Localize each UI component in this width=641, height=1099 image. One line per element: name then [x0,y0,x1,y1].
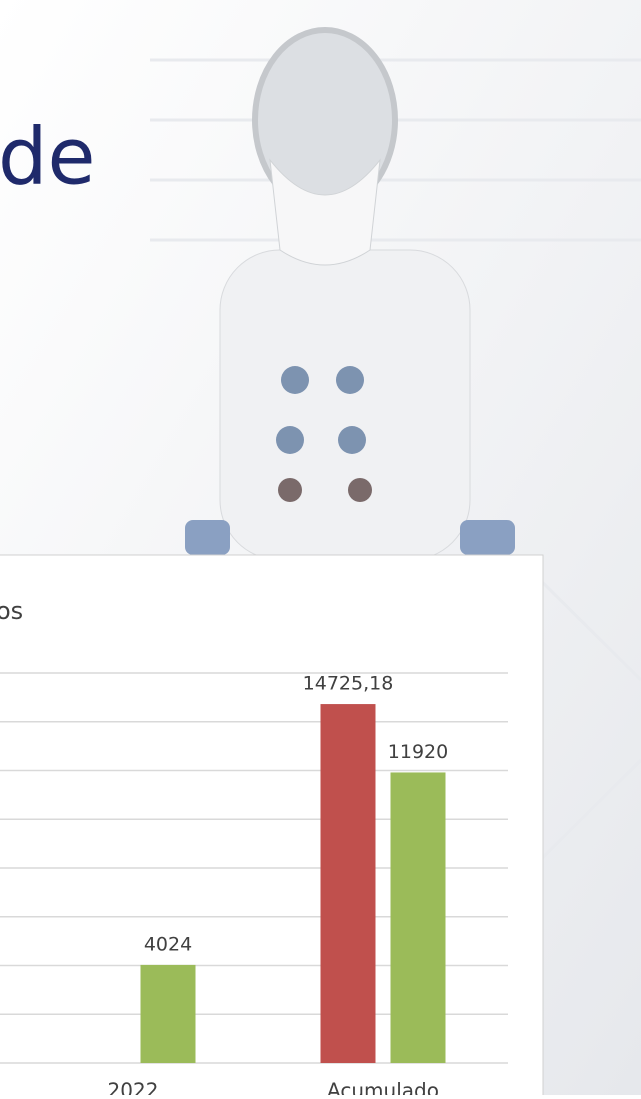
bar [141,965,196,1063]
x-tick-label: Acumulado [327,1079,439,1096]
chart-title: os [0,597,23,625]
data-label: 4024 [144,933,192,955]
x-tick-label: 2022 [108,1079,159,1096]
data-label: 14725,18 [303,673,394,695]
data-label: 11920 [388,741,448,763]
page: de os 20224024Acumulado14725,1811920 (()… [0,0,641,1095]
bar [321,704,376,1063]
bar [391,772,446,1063]
slide-title: de [0,112,96,202]
slide: de os 2022 4024 Acumulado 14725,18 11920 [0,0,641,1095]
